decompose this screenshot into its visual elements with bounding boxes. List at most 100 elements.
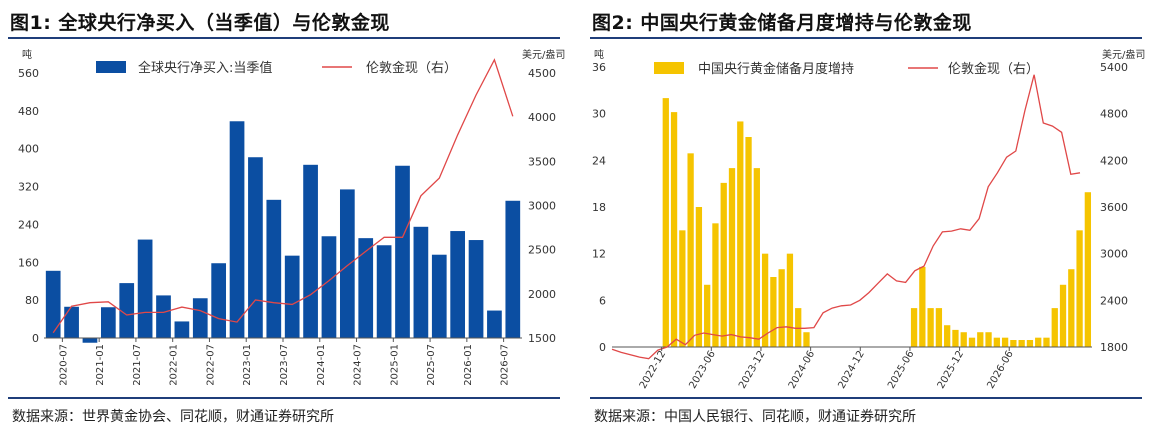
source-note-1: 数据来源：世界黄金协会、同花顺，财通证券研究所 bbox=[12, 409, 334, 425]
y-tick-left-1: 400 bbox=[18, 143, 39, 156]
right-axis-unit-1: 美元/盎司 bbox=[522, 48, 565, 61]
bar-2-10 bbox=[695, 207, 703, 347]
y-tick-left-2: 30 bbox=[592, 108, 606, 121]
bar-2-21 bbox=[786, 253, 794, 347]
right-axis-unit-2: 美元/盎司 bbox=[1102, 48, 1145, 61]
bar-1-12 bbox=[266, 199, 282, 338]
bar-1-2 bbox=[82, 338, 98, 343]
left-axis-unit-2: 吨 bbox=[594, 48, 604, 61]
x-tick-2: 2026-06 bbox=[985, 349, 1015, 391]
bar-2-56 bbox=[1076, 230, 1083, 347]
bar-1-7 bbox=[174, 321, 190, 338]
bar-2-12 bbox=[712, 223, 719, 347]
y-tick-left-1: 480 bbox=[18, 105, 39, 118]
x-tick-1: 2023-07 bbox=[279, 344, 290, 386]
bar-1-6 bbox=[156, 295, 171, 338]
chart-panel-1: 图1: 全球央行净买入（当季值）与伦敦金现 吨 美元/盎司 全球央行净买入:当季… bbox=[0, 0, 568, 438]
bar-2-38 bbox=[927, 308, 934, 347]
x-tick-1: 2021-07 bbox=[132, 344, 143, 386]
title-rule-1 bbox=[8, 37, 560, 39]
bar-2-49 bbox=[1018, 340, 1025, 347]
bar-2-7 bbox=[670, 112, 678, 347]
bar-2-46 bbox=[993, 337, 1000, 347]
bar-1-3 bbox=[100, 307, 116, 338]
x-tick-2: 2024-06 bbox=[787, 349, 817, 391]
chart-title-2: 图2: 中国央行黄金储备月度增持与伦敦金现 bbox=[592, 12, 972, 34]
legend-bar-label-1: 全球央行净买入:当季值 bbox=[138, 60, 272, 76]
bar-2-41 bbox=[952, 329, 959, 347]
y-tick-right-2: 4800 bbox=[1100, 108, 1128, 121]
bar-2-36 bbox=[910, 308, 918, 347]
bar-1-22 bbox=[450, 231, 466, 338]
y-tick-right-1: 3500 bbox=[528, 155, 556, 168]
y-tick-left-2: 0 bbox=[599, 341, 606, 354]
bar-2-53 bbox=[1051, 308, 1058, 347]
bar-2-50 bbox=[1026, 340, 1034, 347]
bar-1-13 bbox=[284, 255, 300, 338]
bar-1-1 bbox=[64, 306, 79, 338]
y-tick-right-1: 4000 bbox=[528, 111, 556, 124]
x-tick-2: 2023-06 bbox=[687, 349, 717, 391]
legend-line-label-1: 伦敦金现（右） bbox=[366, 60, 457, 76]
bar-2-44 bbox=[977, 332, 984, 347]
bar-1-25 bbox=[505, 200, 521, 338]
bar-2-52 bbox=[1043, 337, 1050, 347]
x-tick-1: 2026-07 bbox=[500, 344, 511, 386]
bar-1-14 bbox=[303, 164, 318, 338]
plot-area-2: 0 6 12 18 24 30 36 1800 2400 3000 3600 4200 4800 5400… bbox=[592, 61, 1128, 391]
x-tick-2: 2025-06 bbox=[886, 349, 916, 391]
bar-2-45 bbox=[985, 332, 992, 347]
y-tick-left-1: 320 bbox=[18, 181, 39, 194]
y-tick-right-1: 2500 bbox=[528, 244, 556, 257]
bar-2-17 bbox=[753, 168, 760, 347]
y-tick-left-1: 160 bbox=[18, 256, 39, 269]
x-tick-1: 2026-01 bbox=[463, 344, 474, 386]
bar-1-8 bbox=[192, 298, 208, 338]
bar-1-23 bbox=[468, 240, 484, 338]
chart-panel-2: 图2: 中国央行黄金储备月度增持与伦敦金现 吨 美元/盎司 中国央行黄金储备月度… bbox=[582, 0, 1150, 438]
bar-1-0 bbox=[45, 270, 61, 338]
bar-1-20 bbox=[413, 226, 429, 338]
y-tick-right-1: 2000 bbox=[528, 288, 556, 301]
gold-price-line-2 bbox=[611, 74, 1081, 360]
y-tick-left-2: 36 bbox=[592, 61, 606, 74]
bar-2-48 bbox=[1010, 340, 1017, 347]
y-tick-right-2: 1800 bbox=[1100, 341, 1128, 354]
x-tick-1: 2022-01 bbox=[169, 344, 180, 386]
bar-2-57 bbox=[1084, 192, 1092, 347]
bar-1-10 bbox=[229, 121, 245, 339]
bar-2-51 bbox=[1035, 337, 1042, 347]
bar-1-18 bbox=[376, 245, 392, 338]
bar-1-24 bbox=[487, 310, 502, 338]
bar-1-9 bbox=[211, 263, 227, 338]
bar-2-47 bbox=[1001, 337, 1009, 347]
y-tick-right-2: 4200 bbox=[1100, 154, 1128, 167]
bar-2-14 bbox=[728, 168, 736, 347]
chart-1-svg: 吨 美元/盎司 全球央行净买入:当季值 伦敦金现（右） 0 80 160 240 320… bbox=[18, 48, 565, 386]
chart-title-1: 图1: 全球央行净买入（当季值）与伦敦金现 bbox=[10, 12, 390, 34]
bar-2-22 bbox=[795, 308, 802, 347]
x-tick-1: 2022-07 bbox=[205, 344, 216, 386]
y-tick-right-2: 2400 bbox=[1100, 294, 1128, 307]
bar-1-11 bbox=[248, 157, 263, 338]
x-tick-1: 2025-07 bbox=[426, 344, 437, 386]
legend-line-label-2: 伦敦金现（右） bbox=[948, 61, 1039, 77]
bar-2-43 bbox=[968, 337, 976, 347]
bar-1-19 bbox=[395, 165, 410, 338]
source-rule-1 bbox=[8, 397, 560, 399]
bar-1-15 bbox=[321, 236, 337, 338]
y-tick-left-2: 6 bbox=[599, 294, 606, 307]
bar-2-37 bbox=[919, 266, 926, 347]
bar-2-55 bbox=[1068, 269, 1075, 347]
y-tick-right-2: 5400 bbox=[1100, 61, 1128, 74]
bar-2-20 bbox=[778, 269, 785, 347]
x-tick-2: 2025-12 bbox=[936, 349, 966, 391]
legend-bar-label-2: 中国央行黄金储备月度增持 bbox=[698, 61, 854, 77]
bar-2-15 bbox=[737, 121, 744, 347]
chart-2-svg: 吨 美元/盎司 中国央行黄金储备月度增持 伦敦金现（右） 0 6 12 18 24 30 3… bbox=[592, 48, 1145, 391]
y-tick-right-2: 3000 bbox=[1100, 248, 1128, 261]
y-tick-left-1: 240 bbox=[18, 218, 39, 231]
bar-2-19 bbox=[770, 277, 777, 347]
left-axis-unit-1: 吨 bbox=[22, 48, 32, 61]
x-tick-1: 2021-01 bbox=[95, 344, 106, 386]
